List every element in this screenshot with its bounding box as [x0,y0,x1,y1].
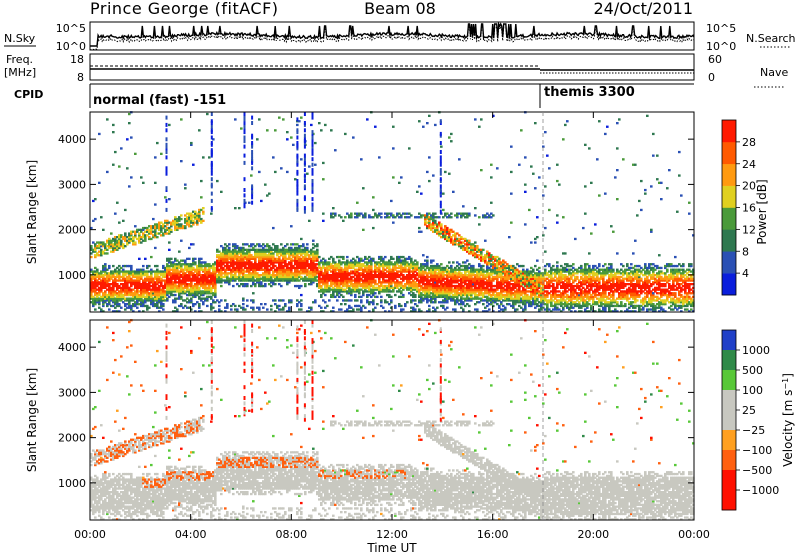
beam-title: Beam 08 [364,0,436,18]
station-title: Prince George (fitACF) [90,0,279,18]
power-panel: 1000 2000 3000 4000 Slant Range [km] [25,111,695,313]
nsearch-trace [89,26,695,51]
y-tick-label: 2000 [58,432,86,445]
velocity-colorbar-segment [722,350,736,371]
velocity-colorbar-segment [722,390,736,411]
power-colorbar-tick: 28 [742,136,756,149]
velocity-colorbar-tick: −500 [742,464,772,477]
power-colorbar-segment [722,163,736,186]
x-tick-label: 12:00 [376,528,408,541]
nsky-label: N.Sky [4,32,36,45]
x-tick-label: 16:00 [477,528,509,541]
freq-tick-top: 18 [70,53,84,66]
x-tick-label: 04:00 [175,528,207,541]
y-tick-label: 3000 [58,386,86,399]
velocity-colorbar-tick: −100 [742,444,772,457]
cpid-mode-normal: normal (fast) -151 [93,93,226,108]
x-tick-label: 00:00 [74,528,106,541]
cpid-panel: CPID normal (fast) -151 themis 3300 [14,83,694,108]
velocity-y-ticks: 1000 2000 3000 4000 [58,341,694,490]
y-tick-label: 4000 [58,341,86,354]
velocity-colorbar-segment [722,450,736,471]
nsky-panel: N.Sky 10^5 10^0 10^5 10^0 N.Search [4,21,796,53]
nave-tick-bottom: 0 [708,71,715,84]
nsky-trace [90,21,695,47]
x-tick-label: 08:00 [275,528,307,541]
cpid-label: CPID [14,88,43,101]
nsearch-tick-top: 10^5 [706,22,736,35]
power-colorbar-tick: 24 [742,158,756,171]
power-colorbar: 4 8 12 16 20 24 28 [721,119,756,296]
power-colorbar-segment [722,141,736,165]
nsearch-tick-bottom: 10^0 [706,40,736,53]
power-colorbar-segment [722,273,736,296]
nsearch-label: N.Search [746,32,796,45]
power-colorbar-tick: 4 [742,267,749,280]
freq-unit: [MHz] [4,66,36,79]
velocity-colorbar-segment [722,370,736,391]
y-tick-label: 2000 [58,224,86,237]
velocity-colorbar-segment [722,410,736,431]
power-y-ticks: 1000 2000 3000 4000 [58,133,694,282]
power-colorbar-tick: 20 [742,180,756,193]
velocity-colorbar-tick: 1000 [742,344,770,357]
power-y-label: Slant Range [km] [25,160,39,264]
nsky-tick-bottom: 10^0 [56,40,86,53]
velocity-colorbar-segment [722,330,736,351]
power-colorbar-segment [722,251,736,274]
velocity-colorbar-label: Velocity [m s−1] [781,373,796,467]
freq-label: Freq. [6,53,33,66]
power-colorbar-segment [722,207,736,230]
y-tick-label: 3000 [58,178,86,191]
velocity-colorbar-tick: 100 [742,384,763,397]
velocity-panel: 1000 2000 3000 4000 Slant Range [km] [25,319,695,521]
power-colorbar-label: Power [dB] [755,179,769,244]
velocity-colorbar-tick: 500 [742,364,763,377]
power-colorbar-segment [722,229,736,252]
freq-panel: Freq. [MHz] 18 8 60 0 Nave [4,53,788,88]
x-tick-label: 00:00 [678,528,710,541]
velocity-colorbar-tick: 25 [742,404,756,417]
velocity-y-label: Slant Range [km] [25,368,39,472]
power-colorbar-tick: 16 [742,202,756,215]
power-colorbar-segment [722,120,736,143]
y-tick-label: 1000 [58,477,86,490]
time-axis-label: Time UT [366,541,417,554]
x-tick-label: 20:00 [577,528,609,541]
y-tick-label: 1000 [58,269,86,282]
velocity-colorbar-tick: −25 [742,424,765,437]
freq-tick-bottom: 8 [77,71,84,84]
nsky-tick-top: 10^5 [56,22,86,35]
velocity-colorbar-tick: −1000 [742,484,779,497]
velocity-data-layer [90,319,695,521]
power-data-layer [90,111,695,313]
y-tick-label: 4000 [58,133,86,146]
power-colorbar-segment [722,185,736,208]
nave-tick-top: 60 [708,53,722,66]
power-colorbar-tick: 8 [742,245,749,258]
velocity-colorbar-segment [722,470,736,491]
nave-label: Nave [760,66,788,79]
power-colorbar-tick: 12 [742,223,756,236]
time-axis-ticks: 00:00 04:00 08:00 12:00 16:00 20:00 00:00 [74,112,710,541]
velocity-colorbar: 1000 500 100 25 −25 −100 −500 −1000 [721,329,779,511]
velocity-colorbar-segment [722,430,736,451]
cpid-mode-themis: themis 3300 [544,85,635,100]
velocity-colorbar-segment [722,490,736,511]
date-title: 24/Oct/2011 [593,0,693,18]
